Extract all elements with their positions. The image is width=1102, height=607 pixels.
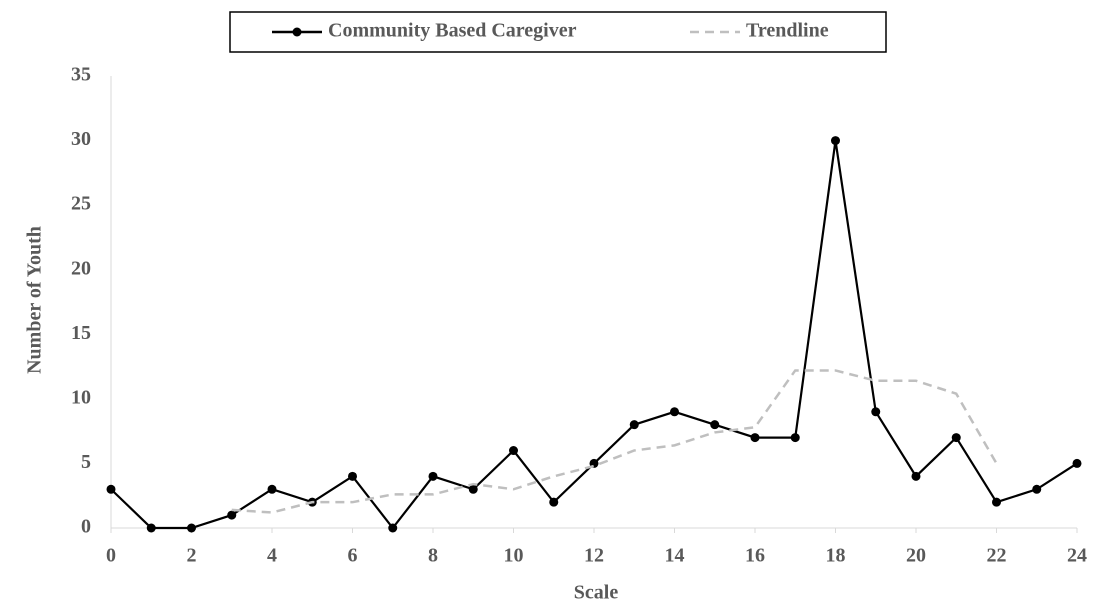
- y-tick-label: 5: [81, 451, 91, 473]
- point: [348, 471, 357, 481]
- point: [710, 420, 720, 430]
- x-tick-label: 8: [428, 545, 438, 567]
- point: [1072, 458, 1082, 468]
- point: [227, 510, 237, 520]
- legend-box: [229, 11, 887, 53]
- x-tick-label: 10: [504, 545, 524, 567]
- point: [831, 136, 840, 146]
- point: [267, 484, 277, 494]
- x-tick-label: 2: [187, 545, 197, 567]
- x-tick-label: 16: [745, 545, 765, 567]
- x-tick-label: 20: [906, 545, 926, 567]
- x-axis-label: Scale: [574, 582, 619, 604]
- point: [187, 523, 196, 533]
- y-tick-label: 35: [71, 64, 91, 86]
- point: [911, 471, 921, 481]
- y-tick-label: 30: [71, 128, 91, 150]
- point: [388, 523, 398, 533]
- x-tick-label: 22: [987, 545, 1007, 567]
- legend-marker: [292, 27, 302, 37]
- y-tick-label: 25: [71, 193, 91, 215]
- point: [428, 471, 438, 481]
- x-tick-label: 18: [826, 545, 846, 567]
- y-tick-label: 0: [81, 516, 91, 538]
- y-tick-label: 20: [71, 257, 91, 279]
- x-tick-label: 0: [106, 545, 116, 567]
- point: [106, 484, 116, 494]
- x-tick-label: 6: [348, 545, 358, 567]
- point: [1032, 484, 1042, 494]
- series-line: [110, 140, 1078, 530]
- point: [871, 407, 881, 417]
- point: [750, 433, 760, 443]
- point: [468, 484, 478, 494]
- x-tick-label: 12: [584, 545, 604, 567]
- y-tick-label: 15: [71, 322, 91, 344]
- point: [509, 446, 518, 456]
- point: [549, 497, 559, 507]
- x-tick-label: 14: [665, 545, 685, 567]
- point: [790, 433, 800, 443]
- point: [670, 407, 679, 417]
- x-tick-label: 24: [1067, 545, 1087, 567]
- point: [951, 433, 961, 443]
- legend-label: Trendline: [746, 20, 829, 42]
- y-tick-label: 10: [71, 386, 91, 408]
- series-line: [231, 369, 998, 514]
- point: [629, 420, 639, 430]
- point: [146, 523, 156, 533]
- y-axis-label: Number of Youth: [24, 226, 46, 374]
- x-tick-label: 4: [267, 545, 277, 567]
- legend-label: Community Based Caregiver: [328, 20, 577, 42]
- point: [992, 497, 1001, 507]
